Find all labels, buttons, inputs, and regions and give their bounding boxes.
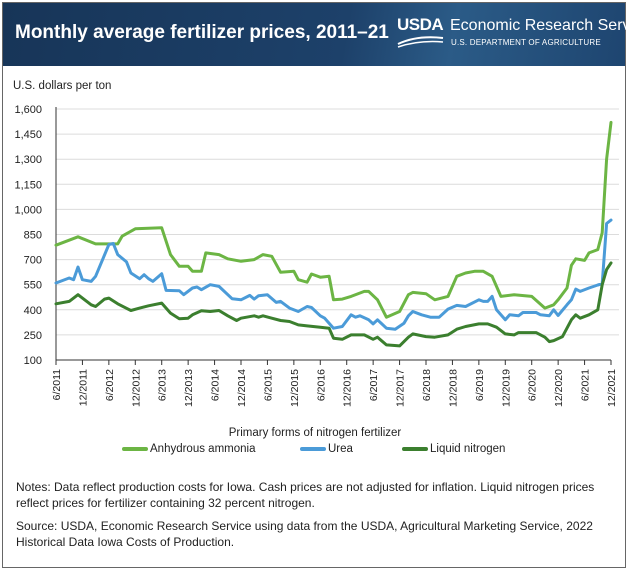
x-tick-label: 12/2014 [236, 369, 248, 407]
chart-notes: Notes: Data reflect production costs for… [16, 480, 595, 510]
usda-logo-text: USDA [397, 15, 444, 34]
y-tick-label: 550 [24, 280, 42, 292]
x-tick-label: 12/2021 [606, 369, 618, 407]
y-tick-label: 400 [24, 305, 42, 317]
x-tick-label: 6/2015 [262, 369, 274, 401]
line-chart: 1,600 1,450 1,300 1,150 1,000 850 700 550 400 250… [14, 104, 619, 407]
legend-item-urea: Urea [300, 443, 353, 455]
x-tick-label: 12/2013 [183, 369, 195, 407]
y-tick-label: 1,600 [14, 104, 42, 116]
legend-item-anhydrous-ammonia: Anhydrous ammonia [122, 443, 255, 455]
legend-item-liquid-nitrogen: Liquid nitrogen [402, 443, 505, 455]
y-tick-label: 1,450 [14, 129, 42, 141]
legend-swatch [402, 447, 428, 451]
x-tick-label: 6/2020 [527, 369, 539, 401]
x-tick-label: 6/2021 [580, 369, 592, 401]
header-banner: Monthly average fertilizer prices, 2011–… [3, 3, 630, 66]
chart-source: Source: USDA, Economic Research Service … [16, 519, 593, 549]
legend-swatch [122, 447, 148, 451]
x-tick-label: 6/2016 [315, 369, 327, 401]
y-tick-label: 700 [24, 255, 42, 267]
legend-swatch [300, 447, 326, 451]
x-tick-label: 6/2012 [104, 369, 116, 401]
legend-label: Anhydrous ammonia [150, 443, 256, 455]
x-tick-label: 6/2011 [51, 369, 63, 400]
legend-label: Liquid nitrogen [430, 443, 506, 455]
x-tick-label: 12/2017 [395, 369, 407, 407]
x-tick-label: 6/2018 [421, 369, 433, 401]
series-line-urea [54, 218, 613, 331]
y-tick-label: 850 [24, 230, 42, 242]
x-tick-label: 12/2011 [77, 369, 89, 406]
chart-title: Monthly average fertilizer prices, 2011–… [15, 22, 389, 43]
y-tick-label: 1,150 [14, 179, 42, 191]
chart-frame [2, 2, 626, 568]
x-tick-label: 12/2018 [447, 369, 459, 407]
x-tick-label: 6/2013 [157, 369, 169, 401]
agency-name: Economic Research Service [450, 17, 630, 34]
x-tick-label: 6/2014 [210, 369, 222, 401]
x-tick-label: 12/2016 [342, 369, 354, 407]
x-tick-label: 6/2019 [474, 369, 486, 401]
y-axis-label: U.S. dollars per ton [13, 80, 112, 92]
x-tick-label: 12/2020 [553, 369, 565, 407]
department-name: U.S. DEPARTMENT OF AGRICULTURE [451, 38, 601, 47]
y-tick-label: 1,000 [14, 204, 42, 216]
series-line-anhydrous-ammonia [54, 120, 613, 319]
x-tick-label: 12/2019 [500, 369, 512, 407]
series-line-liquid-nitrogen [54, 261, 613, 348]
x-axis-label: Primary forms of nitrogen fertilizer [228, 427, 402, 439]
usda-swoosh-icon [397, 36, 444, 48]
y-tick-label: 100 [24, 355, 42, 367]
y-tick-label: 250 [24, 330, 42, 342]
legend-label: Urea [328, 443, 353, 455]
x-tick-label: 12/2015 [289, 369, 301, 407]
y-tick-label: 1,300 [14, 154, 42, 166]
x-tick-label: 12/2012 [130, 369, 142, 407]
usda-logo: USDA [397, 15, 444, 49]
x-tick-label: 6/2017 [368, 369, 380, 401]
